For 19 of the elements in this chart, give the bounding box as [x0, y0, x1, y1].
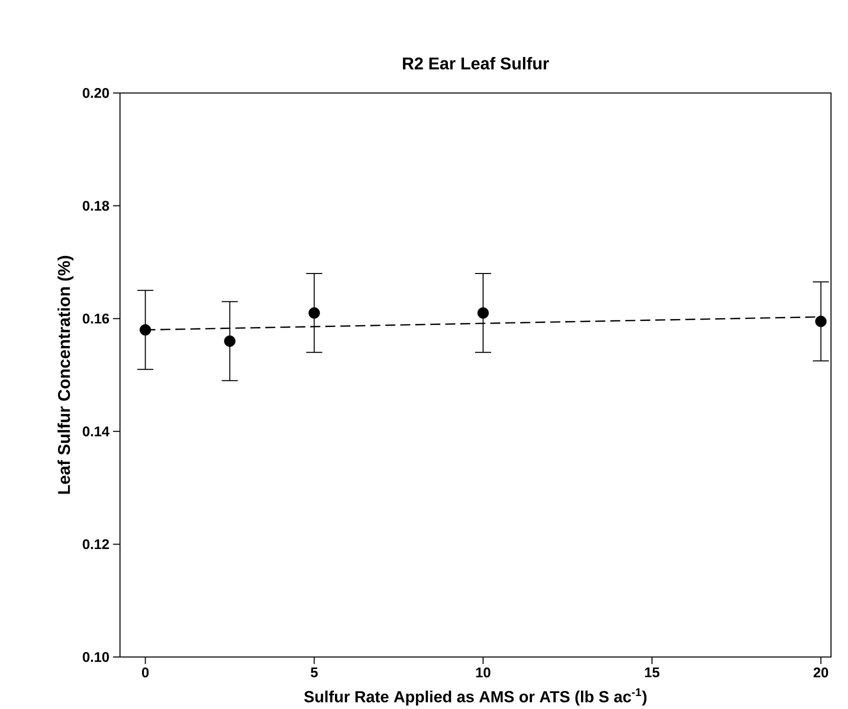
x-axis-title: Sulfur Rate Applied as AMS or ATS (lb S ac$^{-1}$): [304, 688, 646, 706]
x-tick-label: 15: [645, 668, 660, 678]
point: [224, 336, 236, 347]
x-tick-label: 10: [476, 668, 490, 678]
y-tick-label: 0.20: [82, 88, 109, 98]
x-tick-label: 20: [814, 668, 828, 678]
point: [308, 307, 320, 319]
y-tick-label: 0.12: [82, 539, 109, 550]
y-tick-label: 0.10: [82, 652, 109, 662]
chart-title: R2 Ear Leaf Sulfur: [402, 57, 549, 70]
x-tick-label: 5: [310, 668, 318, 678]
y-axis-title: Leaf Sulfur Concentration (%): [58, 256, 74, 494]
point: [140, 324, 152, 336]
y-tick-label: 0.16: [82, 314, 109, 324]
y-tick-label: 0.14: [82, 426, 110, 436]
x-tick-label: 0: [142, 668, 149, 678]
point: [815, 316, 827, 328]
y-tick-label: 0.18: [82, 200, 110, 211]
point: [477, 307, 489, 319]
